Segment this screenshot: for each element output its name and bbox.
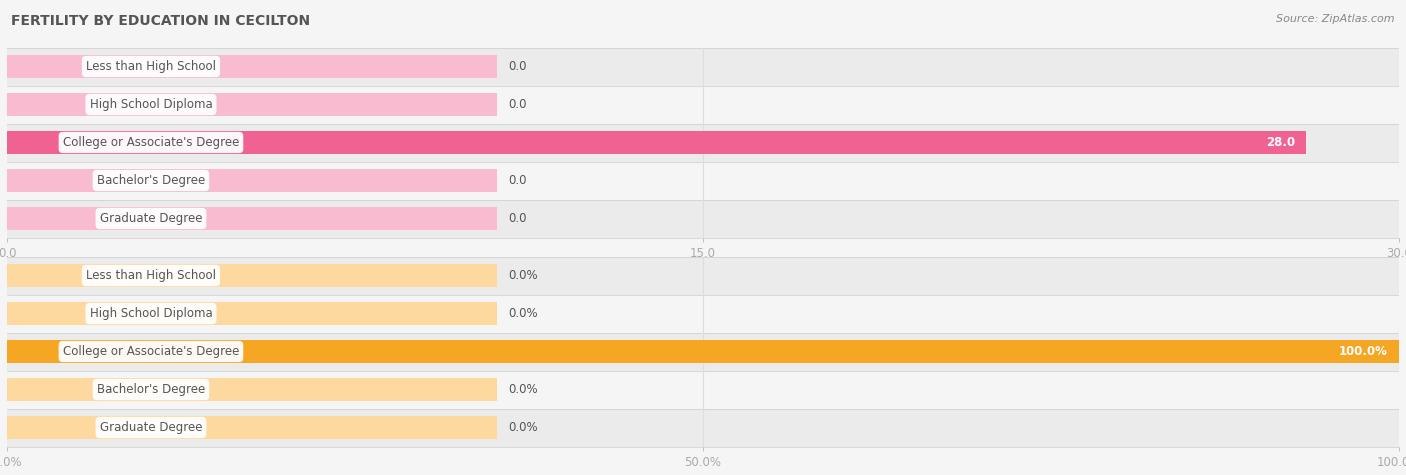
Bar (7, 207, 496, 230)
Bar (7, 162, 1399, 199)
Text: 0.0: 0.0 (508, 174, 527, 187)
Text: Less than High School: Less than High School (86, 60, 217, 73)
Text: Graduate Degree: Graduate Degree (100, 421, 202, 434)
Text: FERTILITY BY EDUCATION IN CECILTON: FERTILITY BY EDUCATION IN CECILTON (11, 14, 311, 28)
Text: 0.0: 0.0 (508, 60, 527, 73)
Bar (7, 264, 496, 287)
Bar (7, 340, 1399, 363)
Bar (7, 131, 1306, 154)
Text: College or Associate's Degree: College or Associate's Degree (63, 345, 239, 358)
Text: Source: ZipAtlas.com: Source: ZipAtlas.com (1277, 14, 1395, 24)
Text: Less than High School: Less than High School (86, 269, 217, 282)
Bar (7, 408, 1399, 446)
Text: 28.0: 28.0 (1265, 136, 1295, 149)
Text: 0.0: 0.0 (508, 98, 527, 111)
Bar (7, 48, 1399, 86)
Bar (7, 332, 1399, 371)
Text: Bachelor's Degree: Bachelor's Degree (97, 174, 205, 187)
Text: 0.0%: 0.0% (508, 421, 537, 434)
Bar (7, 294, 1399, 332)
Bar (7, 86, 1399, 124)
Bar (7, 378, 496, 401)
Bar (7, 200, 1399, 238)
Text: 0.0%: 0.0% (508, 307, 537, 320)
Text: 0.0: 0.0 (508, 212, 527, 225)
Bar (7, 169, 496, 192)
Text: 0.0%: 0.0% (508, 269, 537, 282)
Bar (7, 55, 496, 78)
Text: College or Associate's Degree: College or Associate's Degree (63, 136, 239, 149)
Text: 100.0%: 100.0% (1339, 345, 1388, 358)
Bar (7, 370, 1399, 408)
Text: High School Diploma: High School Diploma (90, 307, 212, 320)
Text: Bachelor's Degree: Bachelor's Degree (97, 383, 205, 396)
Bar (7, 93, 496, 116)
Bar (7, 416, 496, 439)
Bar (7, 340, 1399, 363)
Bar (7, 124, 1399, 162)
Text: 0.0%: 0.0% (508, 383, 537, 396)
Bar (7, 302, 496, 325)
Bar (7, 131, 1306, 154)
Text: High School Diploma: High School Diploma (90, 98, 212, 111)
Text: Graduate Degree: Graduate Degree (100, 212, 202, 225)
Bar (7, 256, 1399, 294)
